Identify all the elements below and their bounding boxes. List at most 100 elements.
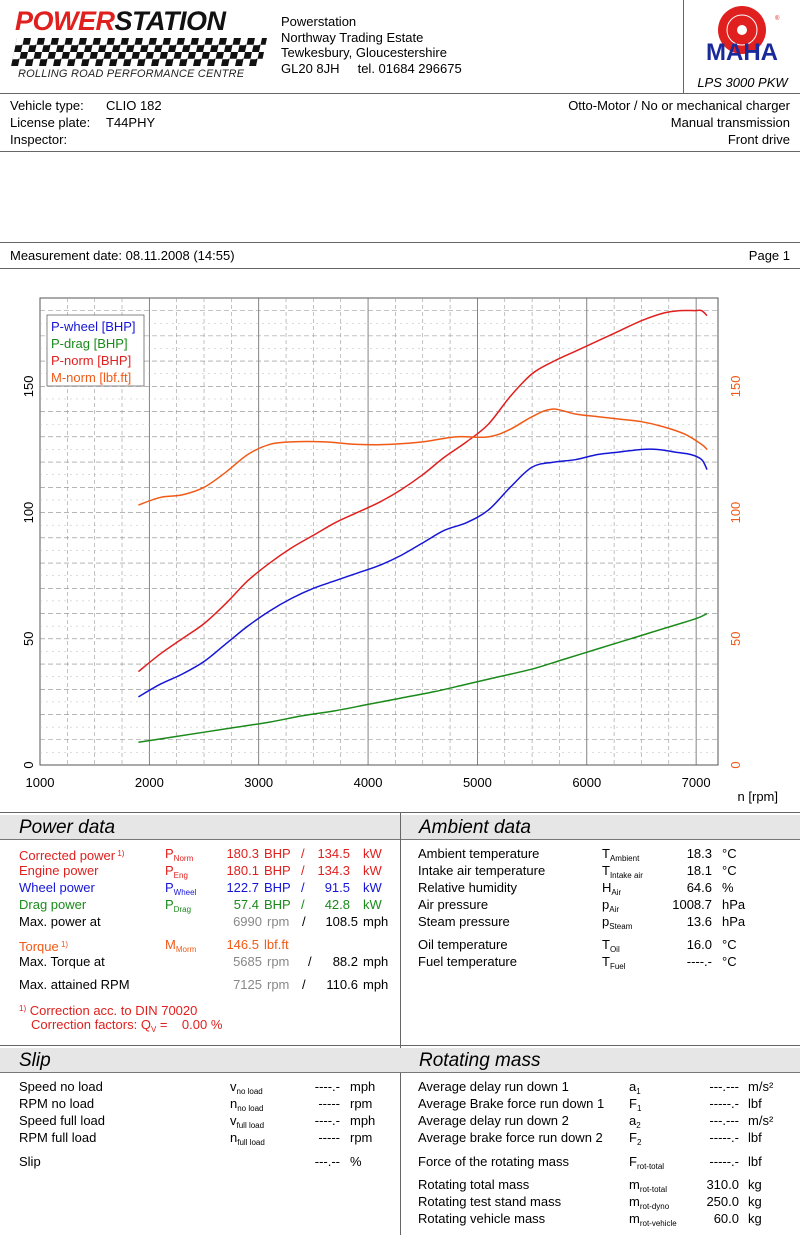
slip-row-unit: mph [350,1113,376,1128]
rotating-mass-row-symbol: Frot-total [629,1154,665,1171]
max-power-speed: 108.5 [325,914,358,929]
slip-row-label: Slip [19,1154,41,1169]
company-address: Powerstation Northway Trading Estate Tew… [281,14,462,76]
max-torque-rpm: 5685 [233,954,262,969]
ambient-row-value: 64.6 [686,880,712,895]
x-tick-label: 7000 [682,775,711,790]
torque-label: Torque 1) [19,939,69,954]
ambient-row-value: 18.1 [686,863,712,878]
ambient-row-label: Relative humidity [418,880,517,895]
legend-entry: P-drag [BHP] [51,336,128,351]
slip-row-value: ----.- [314,1079,340,1094]
rotating-mass-row-symbol: F2 [629,1130,642,1147]
rotating-mass-row-unit: m/s² [748,1113,774,1128]
chart-grid [39,297,719,766]
ambient-row-unit: °C [722,954,737,969]
max-torque-speed: 88.2 [332,954,358,969]
legend-entry: M-norm [lbf.ft] [51,370,131,385]
measurement-date: Measurement date: 08.11.2008 (14:55) [10,248,235,263]
ambient-row-unit: hPa [722,897,746,912]
ambient-row-symbol: TIntake air [602,863,643,880]
maha-logo-box: MAHA ® LPS 3000 PKW [683,0,800,93]
legend-entry: P-wheel [BHP] [51,319,136,334]
slip-row-label: Speed full load [19,1113,106,1128]
ambient-row-unit: °C [722,937,737,952]
company-logo: POWERSTATION [15,6,226,36]
ambient-row-label: Oil temperature [418,937,508,952]
rotating-mass-row-label: Average delay run down 2 [418,1113,569,1128]
power-row-kw-value: 134.3 [317,863,350,878]
rotating-mass-row-symbol: mrot-total [629,1177,667,1194]
correction-note: 1) Correction acc. to DIN 70020 [19,1003,198,1018]
power-row-kw-value: 91.5 [324,880,350,895]
power-row-bhp-value: 57.4 [233,897,259,912]
y-left-tick-label: 150 [21,375,36,397]
ambient-row-value: ----.- [686,954,712,969]
ambient-row-symbol: pSteam [602,914,633,931]
power-row-slash: / [301,880,305,895]
rotating-mass-row-value: 250.0 [706,1194,739,1209]
rotating-mass-row-value: 310.0 [706,1177,739,1192]
ambient-row-symbol: pAir [602,897,620,914]
dyno-model: LPS 3000 PKW [697,75,788,90]
y-right-tick-label: 50 [728,632,743,646]
slip-row-value: ----.- [314,1113,340,1128]
max-torque-rpm-unit: rpm [267,954,290,969]
max-rpm-speed: 110.6 [326,977,358,992]
power-row-kw-value: 134.5 [317,846,350,861]
x-tick-label: 5000 [463,775,492,790]
svg-text:®: ® [775,15,780,22]
rotating-mass-row-unit: lbf [748,1154,762,1169]
rotating-mass-row-label: Force of the rotating mass [418,1154,570,1169]
power-row-bhp-value: 180.3 [226,846,259,861]
y-right-tick-label: 150 [728,375,743,397]
power-data-header: Power data [0,815,400,840]
y-left-tick-label: 50 [21,632,36,646]
rotating-mass-row-symbol: a1 [629,1079,641,1096]
power-row-label: Wheel power [19,880,95,895]
x-tick-label: 6000 [572,775,601,790]
rotating-mass-row-value: -----.- [709,1096,739,1111]
rotating-mass-row-unit: lbf [748,1130,762,1145]
y-right-tick-label: 100 [728,502,743,524]
power-row-bhp-value: 180.1 [226,863,259,878]
slip-row-label: RPM no load [19,1096,95,1111]
ambient-row-unit: hPa [722,914,746,929]
rotating-mass-row-label: Average Brake force run down 1 [418,1096,605,1111]
series-line-1 [138,448,708,698]
ambient-row-label: Air pressure [418,897,489,912]
ambient-row-label: Fuel temperature [418,954,517,969]
rotating-mass-row-value: -----.- [709,1154,739,1169]
rotating-mass-row-value: ---.--- [709,1113,739,1128]
plot-area [39,297,719,766]
rotating-mass-row-unit: kg [748,1177,762,1192]
y-left-tick-label: 100 [21,502,36,524]
power-row-kw-unit: kW [363,863,382,878]
power-row-bhp-unit: BHP [264,863,291,878]
power-row-kw-unit: kW [363,846,382,861]
max-power-rpm: 6990 [233,914,262,929]
rotating-mass-row-value: -----.- [709,1130,739,1145]
max-torque-label: Max. Torque at [19,954,105,969]
slip-row-unit: rpm [350,1130,373,1145]
max-torque-speed-unit: mph [363,954,389,969]
y-right-tick-label: 0 [728,761,743,768]
ambient-row-symbol: TOil [602,937,620,954]
rotating-mass-row-symbol: a2 [629,1113,641,1130]
power-row-slash: / [301,863,305,878]
power-row-bhp-value: 122.7 [226,880,259,895]
power-row-label: Engine power [19,863,99,878]
ambient-row-symbol: TFuel [602,954,626,971]
rotating-mass-header: Rotating mass [400,1048,800,1073]
ambient-row-symbol: TAmbient [602,846,640,863]
rotating-mass-row-label: Rotating vehicle mass [418,1211,546,1226]
rotating-mass-row-label: Average brake force run down 2 [418,1130,603,1145]
correction-factors: Correction factors: QV = 0.00 % [31,1017,223,1034]
ambient-row-symbol: HAir [602,880,622,897]
power-row-symbol: PWheel [165,880,197,897]
max-rpm-label: Max. attained RPM [19,977,130,992]
power-row-slash: / [301,846,305,861]
license-plate-label: License plate: [10,115,91,130]
x-tick-label: 3000 [244,775,273,790]
